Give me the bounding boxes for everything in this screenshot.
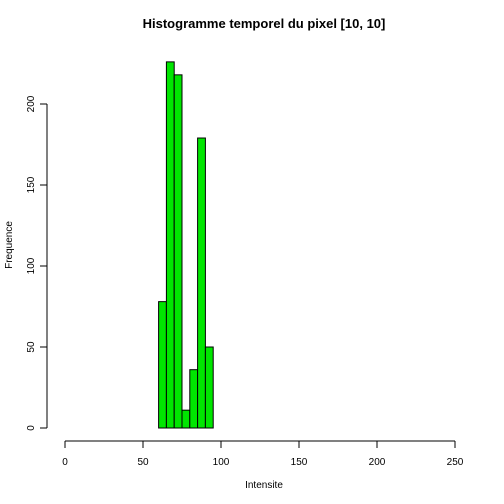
y-tick-label: 100 — [26, 257, 37, 274]
chart-title: Histogramme temporel du pixel [10, 10] — [143, 16, 386, 31]
histogram-bar-2 — [173, 74, 183, 429]
x-tick-label: 150 — [291, 457, 308, 468]
x-tick-label: 0 — [62, 457, 68, 468]
x-tick-label: 100 — [213, 457, 230, 468]
histogram-bar-0 — [158, 301, 167, 429]
x-tick-label: 50 — [137, 457, 149, 468]
histogram-bar-3 — [181, 409, 191, 429]
y-tick-label: 200 — [26, 95, 37, 112]
histogram-bar-6 — [204, 346, 214, 429]
y-axis: 0 50 100 150 200 — [26, 95, 48, 431]
histogram-bar-1 — [165, 61, 175, 429]
y-axis-label: Frequence — [4, 221, 15, 269]
bars-group — [158, 61, 214, 429]
x-tick-label: 200 — [369, 457, 386, 468]
histogram-bar-4 — [189, 369, 199, 429]
histogram-bar-5 — [197, 137, 206, 429]
y-tick-label: 0 — [26, 425, 37, 431]
x-axis-label: Intensite — [245, 480, 283, 491]
y-tick-label: 150 — [26, 176, 37, 193]
y-tick-label: 50 — [26, 341, 37, 353]
x-tick-label: 250 — [447, 457, 464, 468]
x-axis: 0 50 100 150 200 250 — [62, 440, 464, 468]
